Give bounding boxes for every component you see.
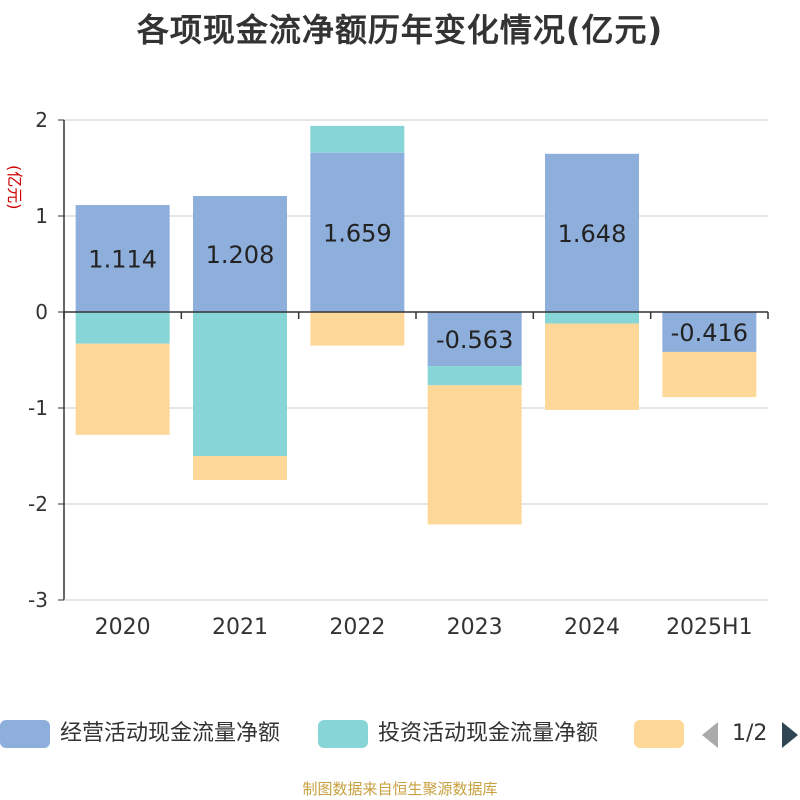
legend-item-1[interactable]: 经营活动现金流量净额 — [0, 714, 300, 754]
y-axis-label: (亿元) — [5, 165, 24, 210]
data-label-2020: 1.114 — [88, 246, 157, 274]
y-tick-label-5: -3 — [28, 588, 48, 612]
y-tick-label-3: -1 — [28, 396, 48, 420]
bar-s3-2023 — [427, 385, 522, 525]
legend-item-2[interactable]: 投资活动现金流量净额 — [318, 714, 618, 754]
bar-s1-2020 — [75, 205, 170, 312]
data-label-2023: -0.563 — [436, 326, 513, 354]
y-tick-label-0: 2 — [35, 108, 48, 132]
bar-s3-2021 — [193, 456, 287, 480]
x-tick-label-2020: 2020 — [95, 615, 151, 640]
bar-s2-2021 — [193, 312, 287, 456]
y-tick-label-2: 0 — [35, 300, 48, 324]
x-tick-label-2022: 2022 — [329, 615, 385, 640]
data-label-2022: 1.659 — [323, 219, 392, 247]
legend-page-indicator: 1/2 — [732, 721, 768, 746]
legend-item-3[interactable] — [634, 714, 684, 754]
legend-swatch-2 — [318, 720, 368, 748]
legend-swatch-1 — [0, 720, 50, 748]
legend-label-1: 经营活动现金流量净额 — [60, 721, 281, 746]
bar-s2-2023 — [427, 366, 522, 386]
data-label-2021: 1.208 — [206, 241, 275, 269]
bar-s2-2020 — [75, 312, 170, 344]
bar-s1-2021 — [193, 196, 287, 312]
x-tick-label-2021: 2021 — [212, 615, 268, 640]
source-note: 制图数据来自恒生聚源数据库 — [302, 780, 498, 798]
data-label-2024: 1.648 — [558, 220, 627, 248]
data-label-2025H1: -0.416 — [671, 319, 748, 347]
legend: 经营活动现金流量净额 投资活动现金流量净额 1/2 — [0, 714, 800, 754]
bar-s3-2022 — [310, 312, 405, 346]
legend-label-2: 投资活动现金流量净额 — [378, 721, 599, 746]
x-tick-label-2025H1: 2025H1 — [666, 615, 753, 640]
bar-s3-2025H1 — [662, 351, 757, 398]
bar-s1-2025H1 — [662, 312, 757, 352]
bar-s1-2023 — [427, 312, 522, 367]
chart-title: 各项现金流净额历年变化情况(亿元) — [136, 11, 664, 49]
chart-plot: 2 1 0 -1 -2 -3 (亿元) 1.114 1.208 1.659 -0.563 1.648 -… — [5, 108, 769, 640]
legend-prev-page-icon[interactable] — [700, 722, 720, 748]
bar-s3-2024 — [545, 323, 639, 410]
y-tick-label-1: 1 — [35, 204, 48, 228]
bar-s2-2024 — [545, 312, 639, 324]
x-tick-label-2023: 2023 — [447, 615, 503, 640]
bar-s1-2024 — [545, 153, 639, 312]
x-tick-label-2024: 2024 — [564, 615, 620, 640]
legend-swatch-3 — [634, 720, 684, 748]
bar-s3-2020 — [75, 343, 170, 435]
y-tick-label-4: -2 — [28, 492, 48, 516]
bar-s1-2022 — [310, 152, 405, 312]
legend-next-page-icon[interactable] — [780, 722, 800, 748]
bar-s2-2022 — [310, 125, 405, 153]
